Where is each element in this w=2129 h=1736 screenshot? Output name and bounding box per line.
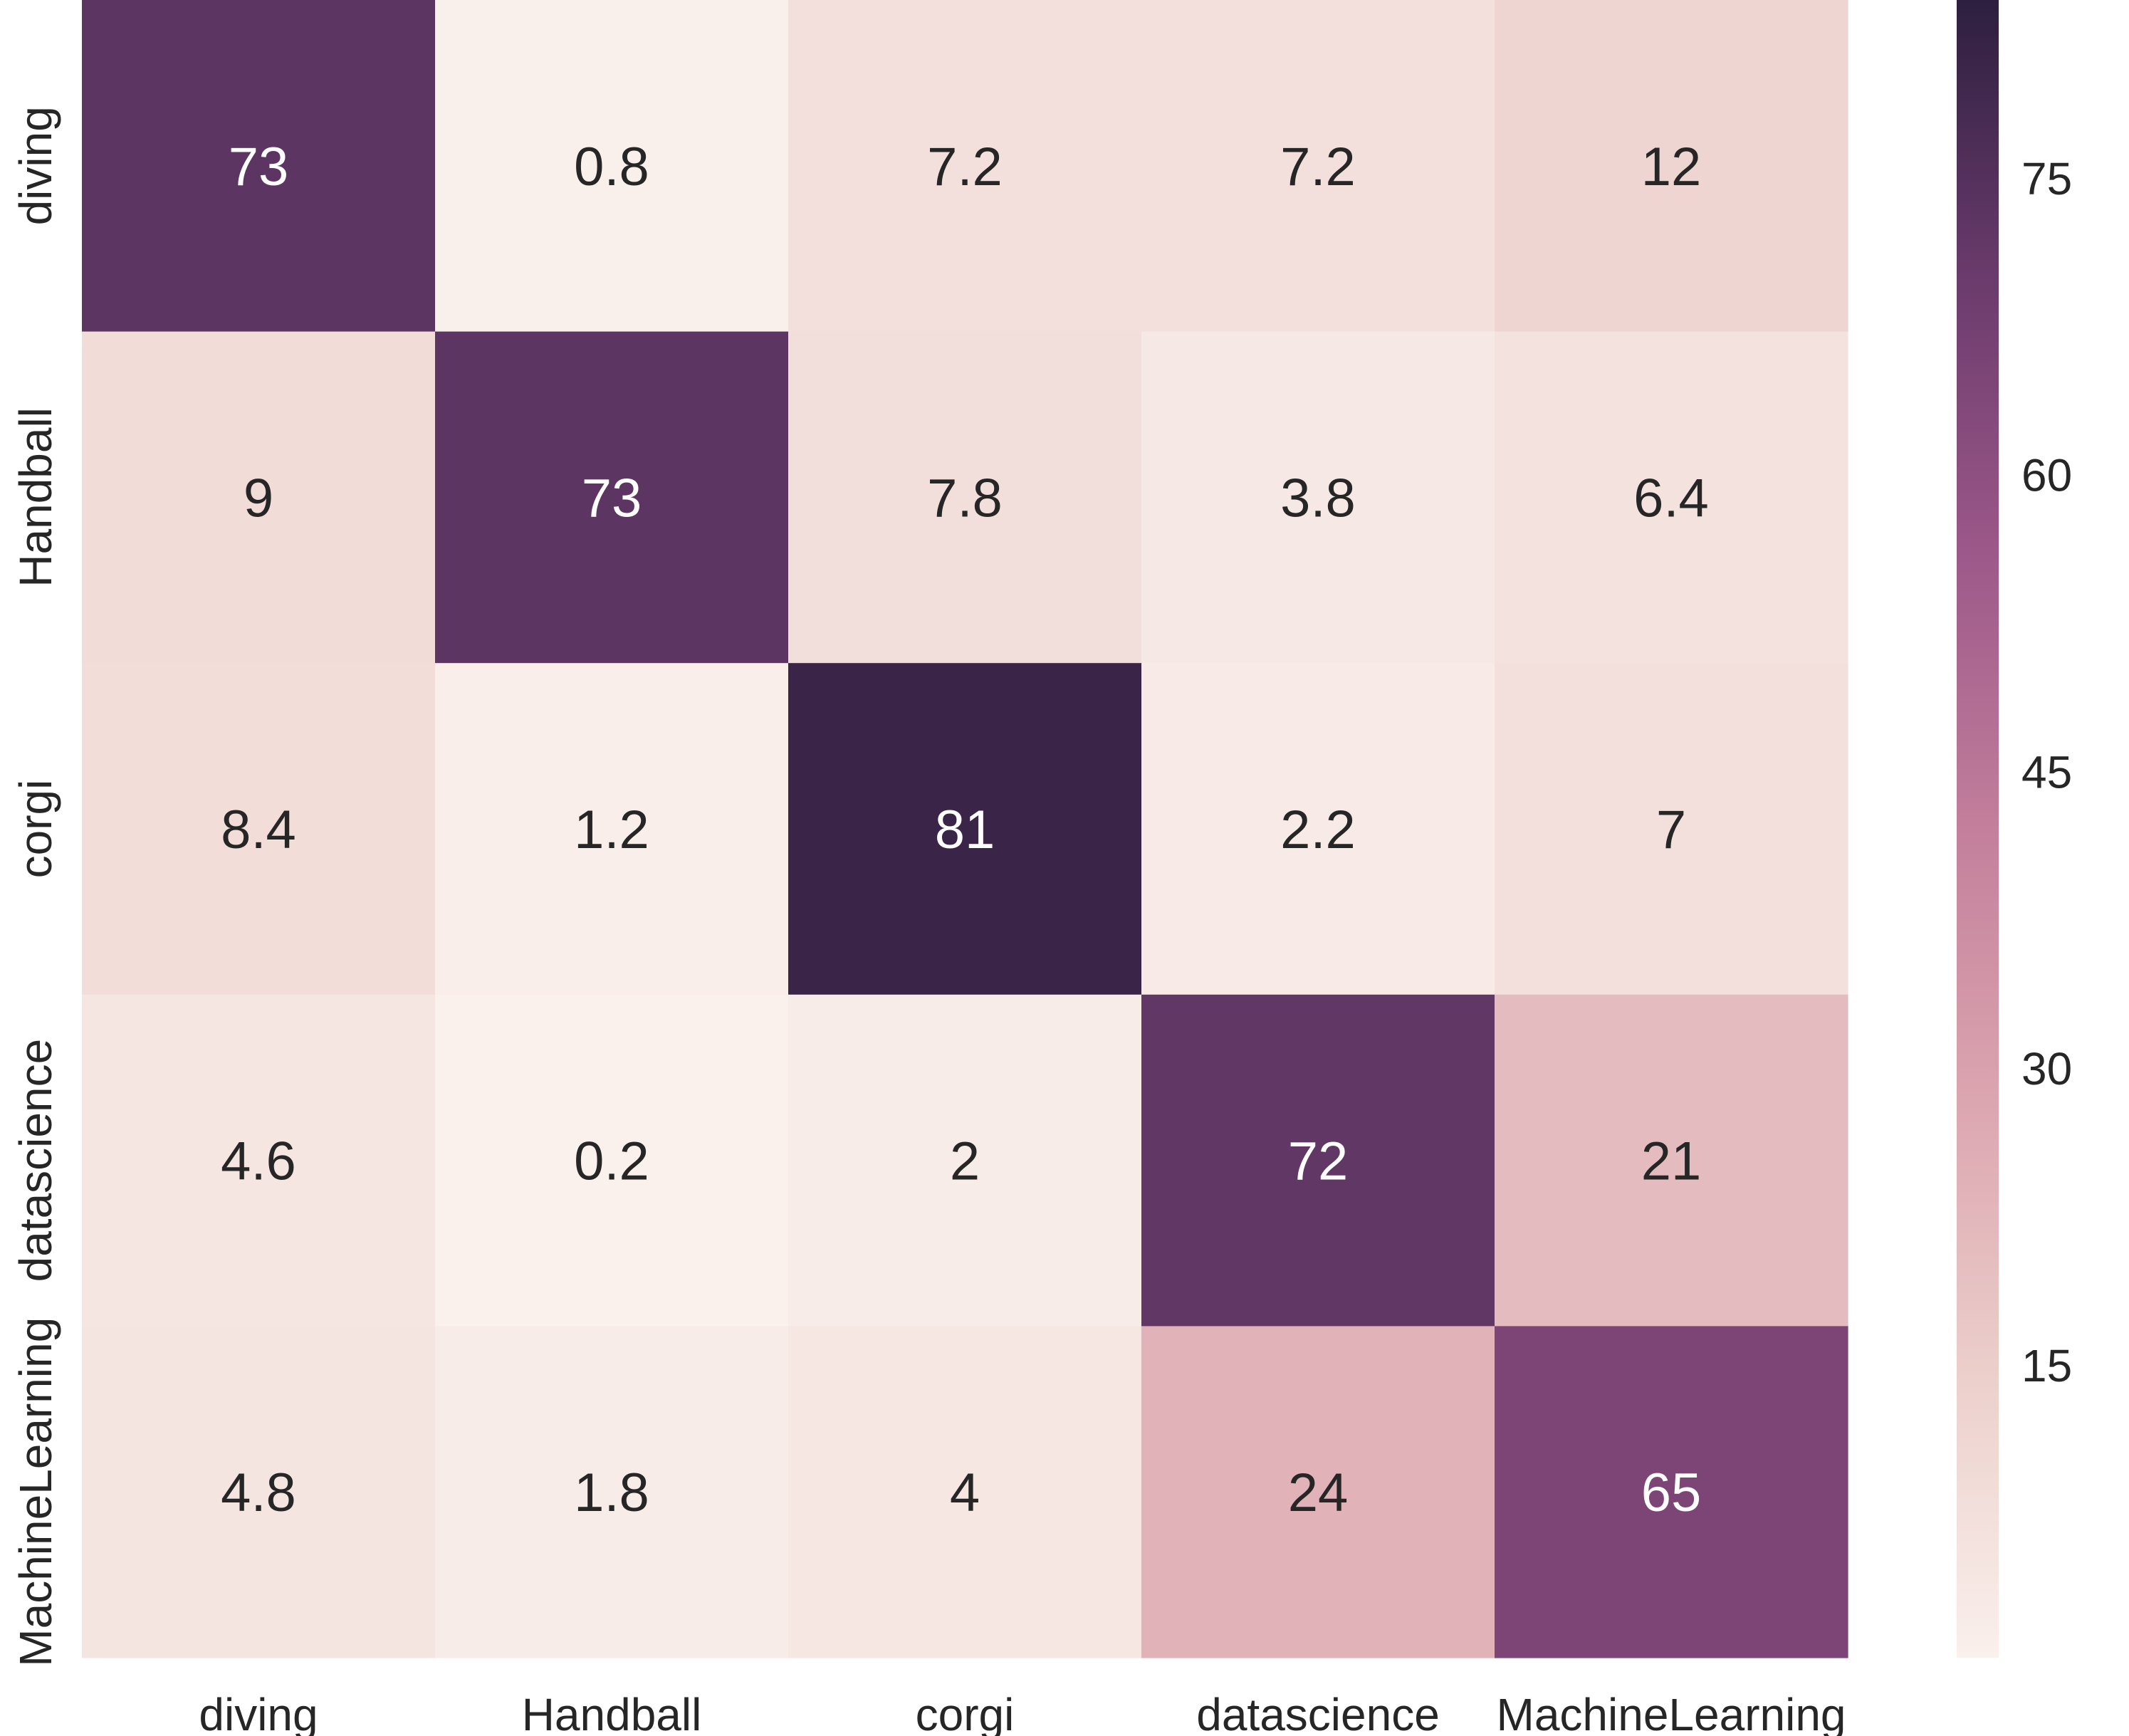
cell-annotation-4-5: 21 xyxy=(1641,1131,1702,1192)
y-tick-label-datascience: datascience xyxy=(10,1039,61,1282)
heatmap-cell-3-2 xyxy=(435,663,789,995)
heatmap-cell-5-5 xyxy=(1495,1326,1848,1658)
colorbar-tick-45: 45 xyxy=(2021,746,2072,798)
heatmap-cell-5-1 xyxy=(82,1326,436,1658)
cell-annotation-4-3: 2 xyxy=(950,1131,980,1192)
cell-annotation-4-4: 72 xyxy=(1288,1131,1349,1192)
cell-annotation-1-5: 12 xyxy=(1641,137,1702,197)
heatmap-cell-3-5 xyxy=(1495,663,1848,995)
heatmap-cell-1-3 xyxy=(788,0,1142,333)
heatmap-cell-2-1 xyxy=(82,331,436,664)
cell-annotation-3-3: 81 xyxy=(935,800,995,860)
cell-annotations: 73 0.8 7.2 7.2 12 9 73 7.8 3.8 6.4 8.4 1.2 81 2.2 7 4.6… xyxy=(221,137,1709,1523)
cell-annotation-4-2: 0.2 xyxy=(574,1131,649,1192)
cell-annotation-1-3: 7.2 xyxy=(927,137,1003,197)
heatmap-cell-1-4 xyxy=(1141,0,1495,333)
cell-annotation-1-4: 7.2 xyxy=(1280,137,1356,197)
heatmap-cell-1-2 xyxy=(435,0,789,333)
heatmap-cells xyxy=(82,0,1848,1658)
colorbar-tick-75: 75 xyxy=(2021,153,2072,204)
heatmap-cell-2-2 xyxy=(435,331,789,664)
x-tick-label-machinelearning: MachineLearning xyxy=(1497,1689,1846,1736)
cell-annotation-3-5: 7 xyxy=(1656,800,1686,860)
heatmap-cell-5-4 xyxy=(1141,1326,1495,1658)
heatmap-cell-2-3 xyxy=(788,331,1142,664)
y-axis-tick-labels: diving Handball corgi datascience MachineLea… xyxy=(10,106,61,1667)
x-axis-tick-labels: diving Handball corgi datascience MachineLea… xyxy=(199,1689,1846,1736)
cell-annotation-2-3: 7.8 xyxy=(927,468,1003,528)
heatmap-cell-4-5 xyxy=(1495,994,1848,1327)
x-tick-label-diving: diving xyxy=(199,1689,318,1736)
heatmap-cell-3-4 xyxy=(1141,663,1495,995)
colorbar-tick-30: 30 xyxy=(2021,1043,2072,1094)
heatmap-cell-3-1 xyxy=(82,663,436,995)
cell-annotation-4-1: 4.6 xyxy=(221,1131,296,1192)
colorbar-gradient xyxy=(1957,0,1999,1658)
heatmap-cell-1-5 xyxy=(1495,0,1848,333)
cell-annotation-1-2: 0.8 xyxy=(574,137,649,197)
heatmap-cell-2-4 xyxy=(1141,331,1495,664)
colorbar: 15 30 45 60 75 xyxy=(1957,0,2072,1658)
y-tick-label-handball: Handball xyxy=(10,407,61,587)
heatmap-cell-4-2 xyxy=(435,994,789,1327)
heatmap-cell-4-3 xyxy=(788,994,1142,1327)
cell-annotation-3-4: 2.2 xyxy=(1280,800,1356,860)
cell-annotation-3-1: 8.4 xyxy=(221,800,296,860)
cell-annotation-2-2: 73 xyxy=(582,468,642,528)
colorbar-tick-60: 60 xyxy=(2021,450,2072,501)
cell-annotation-5-1: 4.8 xyxy=(221,1463,296,1523)
cell-annotation-1-1: 73 xyxy=(229,137,289,197)
y-tick-label-corgi: corgi xyxy=(10,780,61,879)
heatmap-cell-5-2 xyxy=(435,1326,789,1658)
heatmap-cell-5-3 xyxy=(788,1326,1142,1658)
y-tick-label-diving: diving xyxy=(10,106,61,225)
x-tick-label-corgi: corgi xyxy=(916,1689,1015,1736)
colorbar-tick-15: 15 xyxy=(2021,1340,2072,1391)
x-tick-label-handball: Handball xyxy=(522,1689,702,1736)
cell-annotation-5-2: 1.8 xyxy=(574,1463,649,1523)
heatmap-cell-1-1 xyxy=(82,0,436,333)
x-tick-label-datascience: datascience xyxy=(1196,1689,1440,1736)
heatmap-cell-4-4 xyxy=(1141,994,1495,1327)
cell-annotation-2-1: 9 xyxy=(244,468,273,528)
y-tick-label-machinelearning: MachineLearning xyxy=(10,1317,61,1667)
cell-annotation-3-2: 1.2 xyxy=(574,800,649,860)
cell-annotation-5-5: 65 xyxy=(1641,1463,1702,1523)
cell-annotation-2-5: 6.4 xyxy=(1633,468,1709,528)
cell-annotation-5-3: 4 xyxy=(950,1463,980,1523)
heatmap-cell-3-3 xyxy=(788,663,1142,995)
cell-annotation-5-4: 24 xyxy=(1288,1463,1349,1523)
cell-annotation-2-4: 3.8 xyxy=(1280,468,1356,528)
heatmap-cell-4-1 xyxy=(82,994,436,1327)
heatmap-cell-2-5 xyxy=(1495,331,1848,664)
